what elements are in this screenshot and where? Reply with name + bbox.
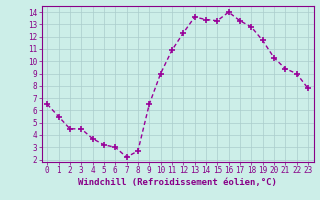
X-axis label: Windchill (Refroidissement éolien,°C): Windchill (Refroidissement éolien,°C) — [78, 178, 277, 187]
